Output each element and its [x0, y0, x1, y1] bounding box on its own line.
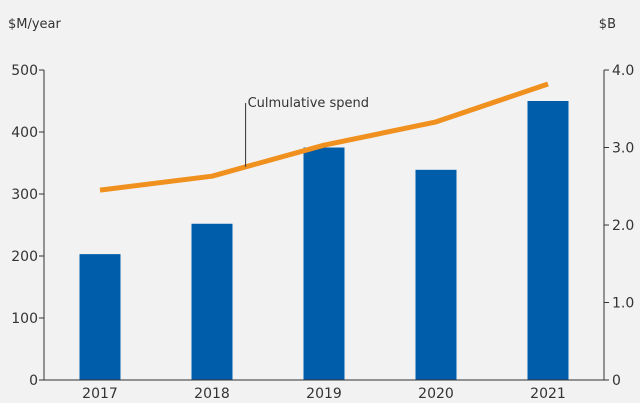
right-tick-label: 2.0 [612, 218, 634, 234]
left-tick-label: 500 [11, 63, 38, 79]
x-tick-label: 2017 [82, 386, 118, 402]
left-tick-label: 0 [29, 373, 38, 389]
x-tick-label: 2019 [306, 386, 342, 402]
bar-2018 [191, 223, 233, 380]
cumulative-spend-line [99, 81, 549, 193]
left-tick-label: 300 [11, 187, 38, 203]
axes-group: 0 100 200 300 400 500 0 1.0 2.0 3.0 4.0 2017 2018 201… [11, 63, 634, 402]
right-tick-label: 0 [612, 373, 621, 389]
left-tick-label: 200 [11, 249, 38, 265]
right-tick-label: 3.0 [612, 141, 634, 157]
bar-2020 [415, 169, 457, 380]
right-axis-unit: $B [599, 17, 616, 32]
bar-2017 [79, 254, 121, 380]
bar-2021 [527, 101, 569, 380]
bar-2019 [303, 147, 345, 380]
annotation-group: Culmulative spend [245, 96, 369, 167]
x-tick-label: 2018 [194, 386, 230, 402]
left-tick-label: 400 [11, 125, 38, 141]
left-tick-label: 100 [11, 311, 38, 327]
right-tick-label: 4.0 [612, 63, 634, 79]
left-axis-unit: $M/year [8, 17, 62, 32]
line-group [99, 81, 549, 193]
x-tick-label: 2020 [418, 386, 454, 402]
annotation-label: Culmulative spend [248, 96, 369, 111]
bars-group [79, 101, 569, 380]
right-tick-label: 1.0 [612, 296, 634, 312]
x-tick-label: 2021 [530, 386, 566, 402]
